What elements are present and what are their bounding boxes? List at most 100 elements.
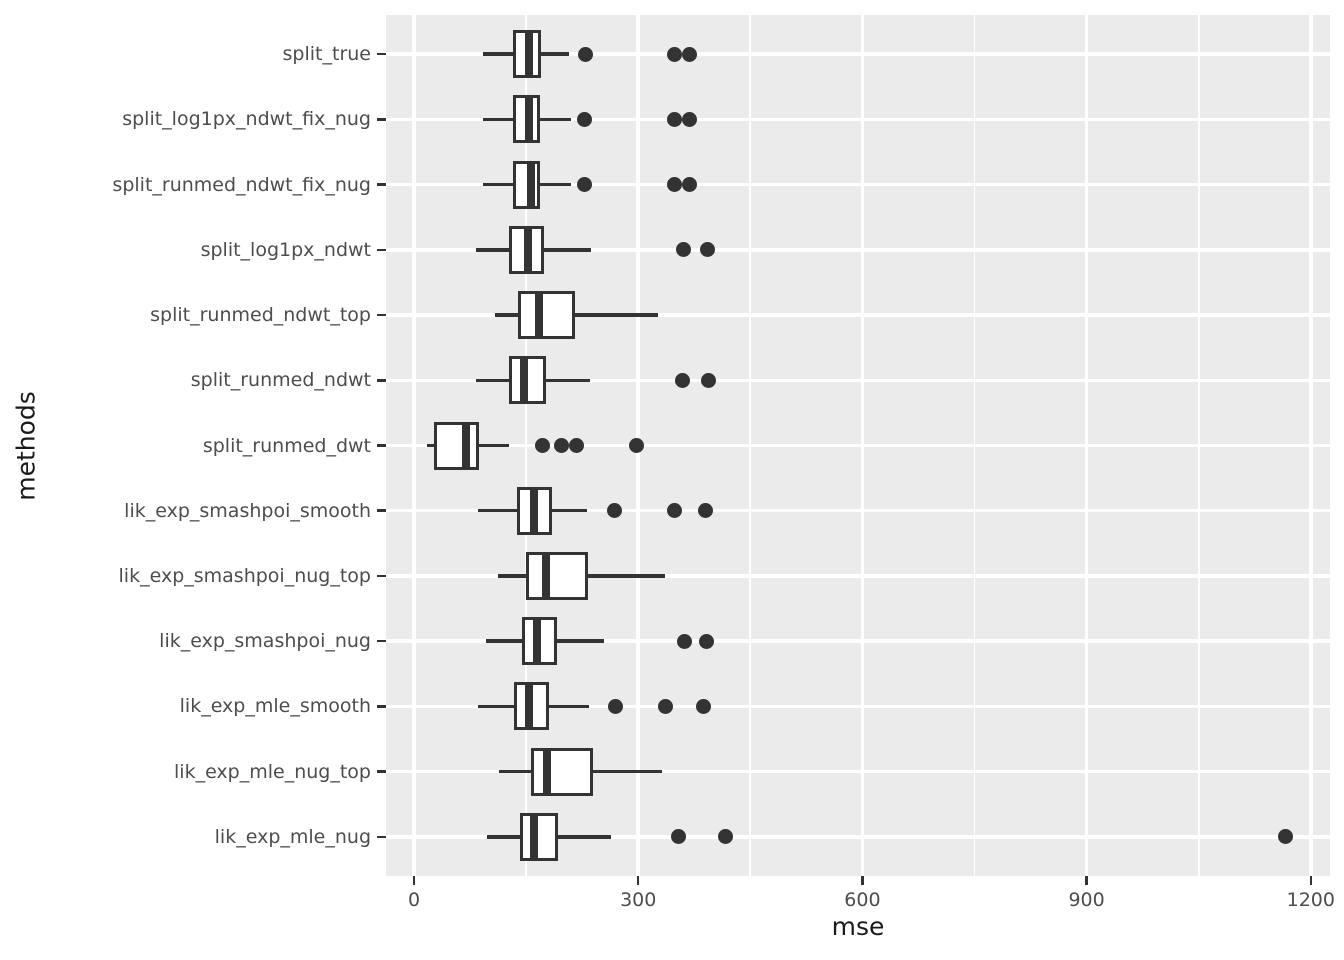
iqr-box bbox=[434, 421, 480, 470]
x-tick-mark bbox=[861, 876, 864, 885]
y-tick-label: lik_exp_smashpoi_smooth bbox=[124, 499, 371, 522]
y-tick-mark bbox=[377, 313, 386, 317]
median-line bbox=[525, 30, 534, 79]
iqr-box bbox=[526, 551, 589, 600]
y-tick-mark bbox=[377, 52, 386, 56]
outlier-dot bbox=[553, 438, 569, 453]
median-line bbox=[461, 421, 470, 470]
y-tick-label: split_runmed_ndwt_top bbox=[150, 304, 371, 327]
outlier-dot bbox=[697, 503, 713, 519]
median-line bbox=[525, 95, 534, 144]
outlier-dot bbox=[667, 177, 683, 193]
y-tick-label: split_true bbox=[282, 43, 371, 66]
outlier-dot bbox=[698, 633, 714, 649]
median-line bbox=[525, 682, 534, 731]
outlier-dot bbox=[675, 242, 691, 258]
iqr-box bbox=[531, 747, 594, 796]
outlier-dot bbox=[666, 503, 682, 519]
median-line bbox=[527, 160, 536, 209]
outlier-dot bbox=[576, 111, 592, 127]
row-gridline bbox=[386, 508, 1330, 513]
y-tick-mark bbox=[377, 248, 386, 252]
whisker-line bbox=[494, 313, 658, 317]
row-gridline bbox=[386, 182, 1330, 187]
y-tick-mark bbox=[377, 379, 386, 382]
median-line bbox=[543, 747, 552, 796]
outlier-dot bbox=[578, 46, 594, 62]
y-tick-label: lik_exp_mle_nug_top bbox=[174, 760, 371, 783]
outlier-dot bbox=[657, 698, 673, 714]
outlier-dot bbox=[674, 372, 690, 388]
x-tick-mark bbox=[636, 876, 640, 885]
x-tick-label: 300 bbox=[620, 889, 657, 911]
y-tick-label: lik_exp_mle_nug bbox=[214, 825, 371, 848]
row-gridline bbox=[386, 313, 1330, 317]
row-gridline bbox=[386, 52, 1330, 56]
outlier-dot bbox=[535, 438, 551, 453]
median-line bbox=[523, 225, 532, 274]
y-tick-label: lik_exp_smashpoi_nug bbox=[159, 630, 371, 653]
row-gridline bbox=[386, 378, 1330, 383]
outlier-dot bbox=[667, 111, 683, 127]
row-gridline bbox=[386, 117, 1330, 122]
x-tick-label: 900 bbox=[1068, 889, 1105, 911]
y-tick-mark bbox=[377, 118, 386, 121]
y-tick-label: split_runmed_dwt bbox=[202, 434, 371, 457]
y-tick-mark bbox=[377, 509, 386, 512]
outlier-dot bbox=[681, 111, 697, 127]
outlier-dot bbox=[629, 438, 645, 453]
plot-panel bbox=[386, 15, 1330, 876]
outlier-dot bbox=[608, 698, 624, 714]
outlier-dot bbox=[1277, 829, 1293, 845]
y-tick-mark bbox=[377, 639, 386, 643]
median-line bbox=[530, 486, 539, 535]
row-gridline bbox=[386, 704, 1330, 709]
row-gridline bbox=[386, 769, 1330, 774]
row-gridline bbox=[386, 248, 1330, 252]
row-gridline bbox=[386, 639, 1330, 643]
x-tick-mark bbox=[1085, 876, 1088, 885]
outlier-dot bbox=[667, 46, 683, 62]
outlier-dot bbox=[700, 372, 716, 388]
outlier-dot bbox=[568, 438, 584, 453]
row-gridline bbox=[386, 835, 1330, 839]
y-tick-mark bbox=[377, 183, 386, 186]
median-line bbox=[534, 291, 543, 340]
median-line bbox=[533, 617, 542, 666]
outlier-dot bbox=[671, 829, 687, 845]
y-tick-label: split_runmed_ndwt_fix_nug bbox=[112, 173, 371, 196]
outlier-dot bbox=[576, 177, 592, 193]
y-tick-mark bbox=[377, 835, 386, 839]
outlier-dot bbox=[718, 829, 734, 845]
y-tick-mark bbox=[377, 574, 386, 578]
median-line bbox=[541, 551, 550, 600]
outlier-dot bbox=[700, 242, 716, 258]
row-gridline bbox=[386, 574, 1330, 578]
outlier-dot bbox=[696, 698, 712, 714]
outlier-dot bbox=[681, 177, 697, 193]
y-tick-label: lik_exp_smashpoi_nug_top bbox=[118, 564, 371, 587]
y-tick-mark bbox=[377, 770, 386, 773]
outlier-dot bbox=[681, 46, 697, 62]
outlier-dot bbox=[606, 503, 622, 519]
x-tick-mark bbox=[412, 876, 416, 885]
iqr-box bbox=[517, 291, 576, 340]
y-tick-label: split_log1px_ndwt bbox=[200, 238, 371, 261]
x-tick-label: 1200 bbox=[1286, 889, 1335, 911]
median-line bbox=[519, 356, 528, 405]
y-tick-label: split_log1px_ndwt_fix_nug bbox=[122, 108, 371, 131]
x-tick-label: 0 bbox=[407, 889, 421, 911]
x-tick-mark bbox=[1309, 876, 1313, 885]
x-tick-label: 600 bbox=[844, 889, 881, 911]
y-tick-label: lik_exp_mle_smooth bbox=[179, 695, 371, 718]
y-axis-title: methods bbox=[11, 390, 41, 501]
y-tick-label: split_runmed_ndwt bbox=[190, 369, 371, 392]
y-tick-mark bbox=[377, 444, 386, 447]
y-tick-mark bbox=[377, 705, 386, 708]
row-gridline bbox=[386, 443, 1330, 448]
x-axis-title: mse bbox=[831, 912, 885, 941]
median-line bbox=[530, 812, 539, 861]
outlier-dot bbox=[677, 633, 693, 649]
iqr-box bbox=[520, 812, 559, 861]
